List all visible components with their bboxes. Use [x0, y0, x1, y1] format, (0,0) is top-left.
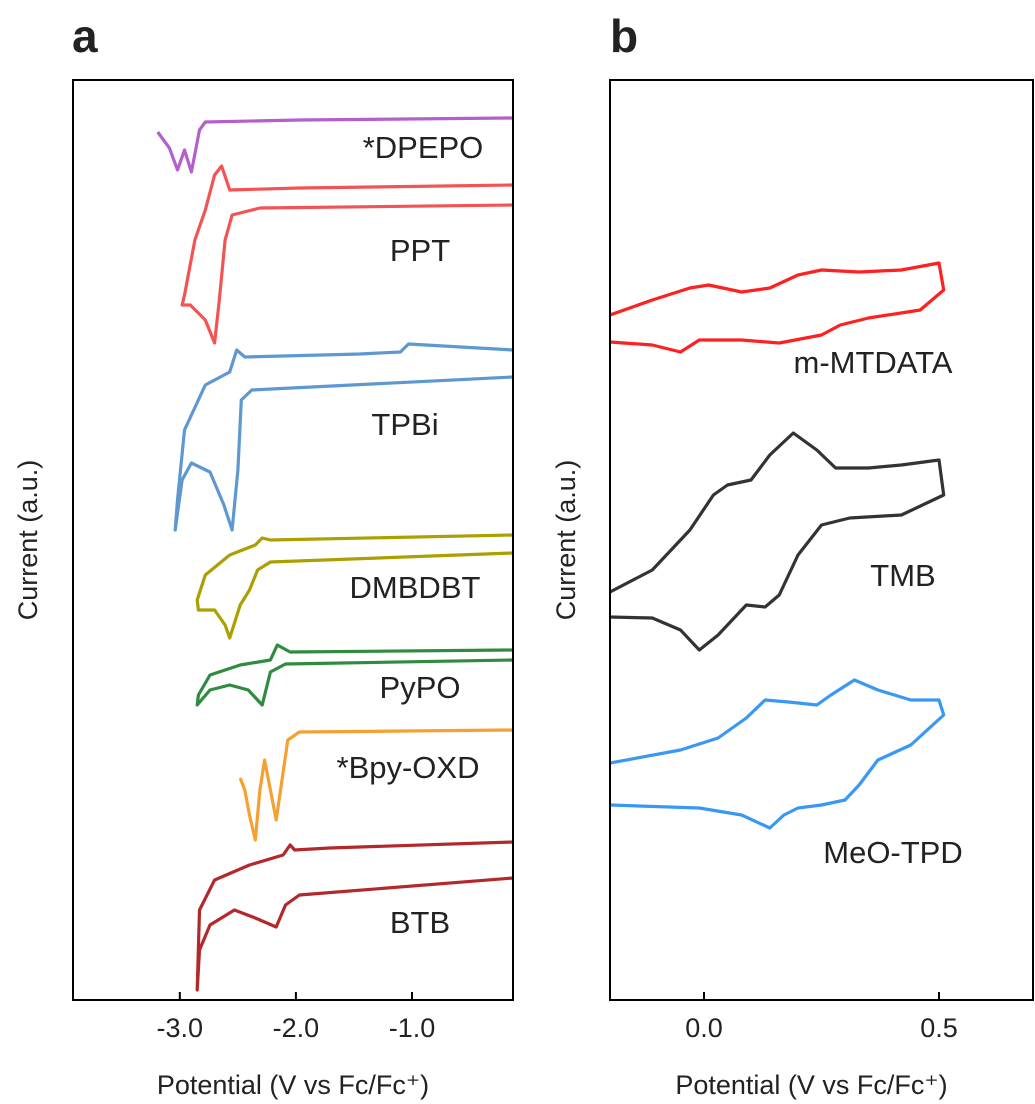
cv-curve	[195, 533, 513, 640]
curve-label: *Bpy-OXD	[337, 750, 480, 785]
cv-curve	[610, 261, 946, 354]
cv-curve	[180, 164, 513, 345]
y-axis-label: Current (a.u.)	[551, 460, 581, 621]
x-axis-label: Potential (V vs Fc/Fc⁺)	[675, 1070, 947, 1100]
cv-curve	[173, 342, 513, 532]
x-tick-label: 0.0	[685, 1013, 723, 1043]
curve-label: TPBi	[371, 407, 438, 442]
cv-curve	[156, 116, 513, 174]
cv-curve	[195, 643, 513, 707]
curve-label: DMBDBT	[350, 570, 481, 605]
curve-label: TMB	[870, 558, 935, 593]
curve-label: *DPEPO	[363, 130, 484, 165]
panel-label: a	[72, 10, 98, 62]
curve-label: m-MTDATA	[794, 345, 953, 380]
curve-label: MeO-TPD	[823, 835, 963, 870]
x-tick-label: -3.0	[157, 1013, 204, 1043]
plot-frame	[72, 79, 514, 1001]
curve-label: PyPO	[380, 670, 461, 705]
cv-curve	[195, 840, 513, 992]
x-tick-label: -1.0	[389, 1013, 436, 1043]
cv-curve	[238, 728, 513, 842]
cv-curve	[610, 678, 946, 830]
y-axis-label: Current (a.u.)	[13, 460, 43, 621]
curve-label: PPT	[390, 233, 450, 268]
panel-label: b	[610, 10, 638, 62]
x-axis-label: Potential (V vs Fc/Fc⁺)	[157, 1070, 429, 1100]
x-tick-label: -2.0	[273, 1013, 320, 1043]
x-tick-label: 0.5	[920, 1013, 958, 1043]
plot-frame	[609, 79, 1034, 1001]
curve-label: BTB	[390, 905, 450, 940]
cv-curve	[610, 431, 946, 652]
